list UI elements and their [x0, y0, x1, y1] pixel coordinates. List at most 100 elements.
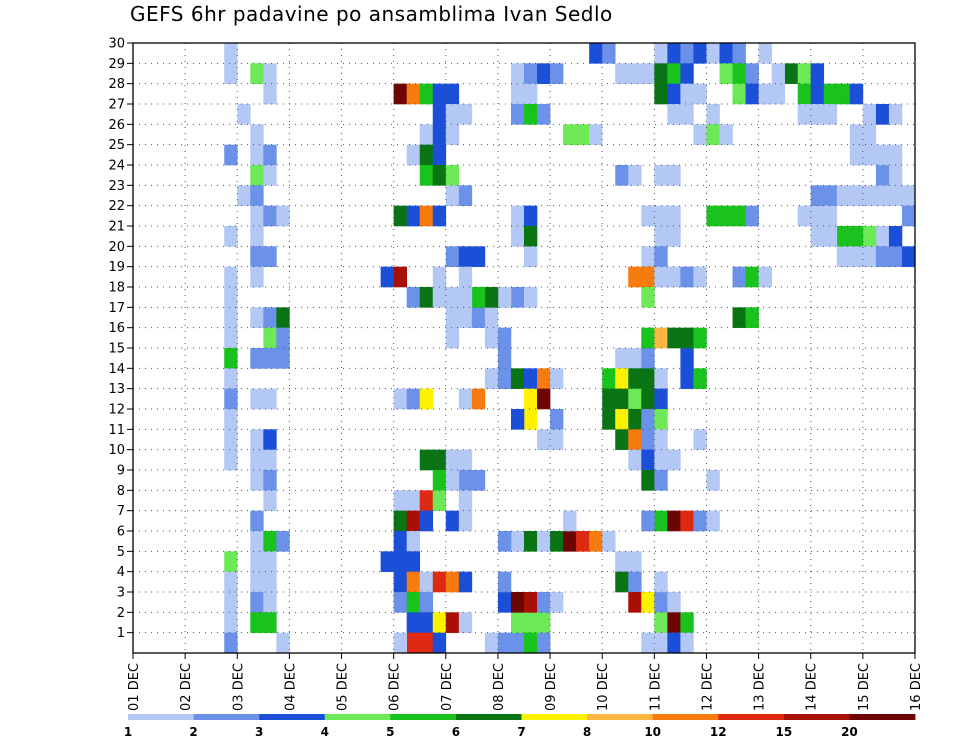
heatmap-cell: [693, 124, 707, 145]
heatmap-cell: [224, 632, 238, 654]
heatmap-cell: [537, 104, 551, 125]
heatmap-cell: [263, 327, 277, 349]
heatmap-cell: [263, 592, 277, 613]
heatmap-cell: [406, 83, 421, 105]
x-tick-label: 09 DEC: [544, 663, 559, 711]
heatmap-cell: [458, 307, 473, 328]
heatmap-cell: [875, 226, 890, 247]
heatmap-cell: [745, 83, 759, 105]
heatmap-cell: [615, 388, 629, 410]
heatmap-cell: [458, 104, 473, 125]
heatmap-cell: [875, 144, 890, 166]
heatmap-cell: [263, 429, 277, 450]
heatmap-cell: [406, 551, 421, 572]
x-tick-label: 08 DEC: [492, 663, 507, 711]
heatmap-cell: [823, 226, 838, 247]
heatmap-cell: [693, 368, 707, 389]
heatmap-cell: [667, 226, 681, 247]
heatmap-cell: [875, 185, 890, 206]
heatmap-cell: [224, 409, 238, 430]
heatmap-cell: [250, 531, 264, 552]
heatmap-cell: [406, 531, 421, 552]
heatmap-cell: [406, 205, 421, 227]
heatmap-cell: [524, 104, 538, 125]
heatmap-cell: [654, 449, 668, 471]
heatmap-cell: [641, 409, 655, 430]
x-tick-label: 02 DEC: [179, 663, 194, 711]
heatmap-cell: [628, 449, 642, 471]
heatmap-cell: [445, 571, 460, 593]
heatmap-cell: [445, 185, 460, 206]
heatmap-cell: [628, 368, 642, 389]
heatmap-cell: [471, 470, 486, 491]
heatmap-cell: [667, 632, 681, 654]
heatmap-cell: [250, 348, 264, 369]
heatmap-cell: [849, 124, 864, 145]
heatmap-cell: [888, 165, 903, 186]
heatmap-cell: [888, 185, 903, 206]
heatmap-cell: [589, 531, 603, 552]
y-tick-label: 7: [117, 504, 125, 519]
heatmap-cell: [224, 307, 238, 328]
heatmap-cell: [510, 612, 525, 633]
heatmap-cell: [680, 43, 694, 64]
heatmap-cell: [732, 43, 746, 64]
heatmap-cell: [901, 205, 916, 227]
heatmap-cell: [250, 226, 264, 247]
heatmap-cell: [823, 104, 838, 125]
heatmap-cell: [797, 63, 812, 84]
heatmap-cell: [250, 510, 264, 532]
heatmap-cell: [849, 185, 864, 206]
heatmap-cell: [823, 83, 838, 105]
heatmap-cell: [537, 592, 551, 613]
heatmap-cell: [263, 470, 277, 491]
heatmap-cell: [732, 63, 746, 84]
heatmap-cell: [250, 429, 264, 450]
heatmap-cell: [628, 165, 642, 186]
heatmap-cell: [641, 246, 655, 267]
x-tick-label: 13 DEC: [753, 663, 768, 711]
colorbar-segment: [783, 714, 850, 720]
y-tick-label: 19: [108, 260, 125, 275]
heatmap-cell: [667, 592, 681, 613]
heatmap-cell: [810, 63, 825, 84]
heatmap-cell: [706, 104, 720, 125]
colorbar-segment: [849, 714, 916, 720]
heatmap-cell: [419, 124, 434, 145]
heatmap-cell: [654, 165, 668, 186]
heatmap-cell: [250, 571, 264, 593]
heatmap-cell: [563, 124, 577, 145]
heatmap-cell: [602, 43, 616, 64]
heatmap-cell: [680, 348, 694, 369]
heatmap-cell: [693, 510, 707, 532]
heatmap-cell: [862, 144, 877, 166]
heatmap-cell: [758, 43, 772, 64]
heatmap-cell: [458, 490, 473, 511]
x-tick-label: 10 DEC: [596, 663, 611, 711]
heatmap-cell: [393, 266, 407, 288]
heatmap-cell: [693, 429, 707, 450]
heatmap-cell: [524, 531, 538, 552]
heatmap-cell: [823, 205, 838, 227]
heatmap-cell: [732, 266, 746, 288]
heatmap-cell: [250, 612, 264, 633]
heatmap-cell: [445, 307, 460, 328]
heatmap-cell: [641, 63, 655, 84]
heatmap-cell: [393, 205, 407, 227]
heatmap-cell: [641, 592, 655, 613]
x-tick-label: 03 DEC: [231, 663, 246, 711]
heatmap-cell: [224, 592, 238, 613]
colorbar-label: 3: [255, 725, 263, 739]
heatmap-cell: [797, 205, 812, 227]
heatmap-cell: [810, 205, 825, 227]
heatmap-cell: [810, 226, 825, 247]
heatmap-cell: [432, 470, 447, 491]
heatmap-cell: [419, 571, 434, 593]
y-tick-label: 15: [108, 342, 125, 357]
heatmap-cell: [628, 266, 642, 288]
colorbar-segment: [455, 714, 522, 720]
heatmap-cell: [224, 429, 238, 450]
heatmap-cell: [263, 388, 277, 410]
heatmap-cell: [510, 287, 525, 308]
heatmap-cell: [419, 612, 434, 633]
